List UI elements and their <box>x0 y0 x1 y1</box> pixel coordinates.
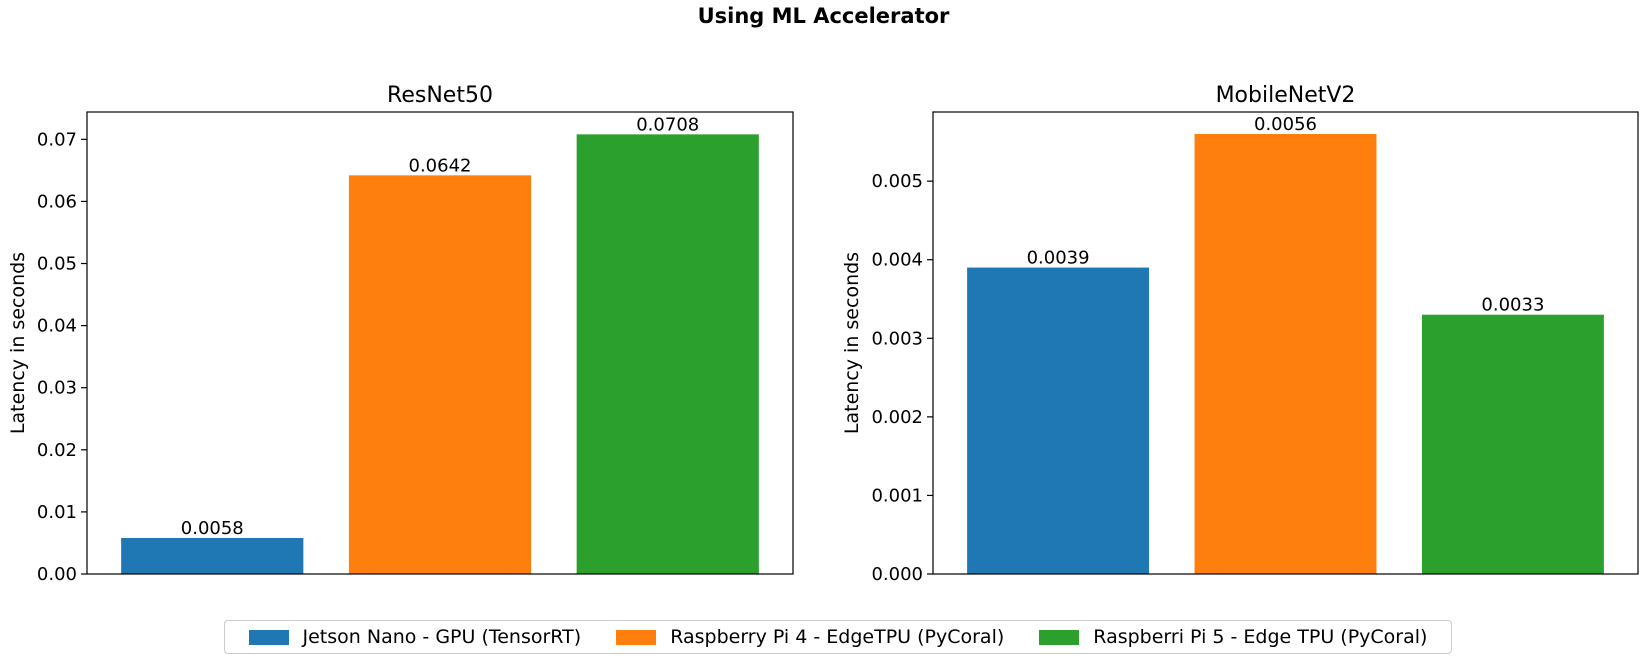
data-label-resnet50-jetson-nano: 0.0058 <box>181 518 244 539</box>
ytick-label-mobilenetv2: 0.005 <box>871 171 923 192</box>
ytick-label-resnet50: 0.06 <box>37 191 77 212</box>
ytick-label-resnet50: 0.04 <box>37 316 77 337</box>
legend-item-jetson-nano: Jetson Nano - GPU (TensorRT) <box>248 626 582 648</box>
bar-resnet50-raspberri-pi-5 <box>576 134 759 574</box>
subplot-title-mobilenetv2: MobileNetV2 <box>1216 83 1356 108</box>
ytick-label-resnet50: 0.07 <box>37 129 77 150</box>
y-axis-label-mobilenetv2: Latency in seconds <box>841 252 863 434</box>
axes-frame-mobilenetv2 <box>932 111 1639 575</box>
legend-label-raspberri-pi-5: Raspberri Pi 5 - Edge TPU (PyCoral) <box>1093 626 1428 648</box>
ytick-label-resnet50: 0.00 <box>37 564 77 585</box>
legend-item-raspberry-pi-4: Raspberry Pi 4 - EdgeTPU (PyCoral) <box>616 626 1004 648</box>
data-label-resnet50-raspberri-pi-5: 0.0708 <box>636 114 699 135</box>
bar-resnet50-raspberry-pi-4 <box>348 175 532 574</box>
legend-swatch-raspberri-pi-5 <box>1039 629 1080 645</box>
axes-frame-resnet50 <box>86 111 794 575</box>
y-axis-label-resnet50: Latency in seconds <box>7 252 29 434</box>
data-label-mobilenetv2-raspberry-pi-4: 0.0056 <box>1254 114 1317 135</box>
figure-title: Using ML Accelerator <box>697 4 950 28</box>
bar-resnet50-jetson-nano <box>121 537 304 574</box>
legend: Jetson Nano - GPU (TensorRT) Raspberry P… <box>224 620 1452 654</box>
bar-mobilenetv2-jetson-nano <box>967 267 1150 574</box>
data-label-resnet50-raspberry-pi-4: 0.0642 <box>409 155 472 176</box>
legend-item-raspberri-pi-5: Raspberri Pi 5 - Edge TPU (PyCoral) <box>1039 626 1427 648</box>
ytick-label-mobilenetv2: 0.000 <box>871 564 923 585</box>
ytick-label-resnet50: 0.01 <box>37 502 77 523</box>
ytick-label-resnet50: 0.05 <box>37 254 77 275</box>
ytick-label-mobilenetv2: 0.001 <box>871 485 923 506</box>
legend-label-jetson-nano: Jetson Nano - GPU (TensorRT) <box>302 626 582 648</box>
ytick-label-mobilenetv2: 0.004 <box>871 250 923 271</box>
data-label-mobilenetv2-jetson-nano: 0.0039 <box>1027 248 1090 269</box>
ytick-label-mobilenetv2: 0.002 <box>871 407 923 428</box>
subplot-resnet50: 0.0058 0.0642 0.0708 0.00 0.01 0.02 0.03 0.04 0.… <box>7 83 794 585</box>
legend-swatch-raspberry-pi-4 <box>616 629 657 645</box>
bar-mobilenetv2-raspberri-pi-5 <box>1421 314 1604 574</box>
data-label-mobilenetv2-raspberri-pi-5: 0.0033 <box>1481 295 1544 316</box>
ytick-label-resnet50: 0.02 <box>37 440 77 461</box>
subplot-title-resnet50: ResNet50 <box>387 83 493 108</box>
bar-mobilenetv2-raspberry-pi-4 <box>1194 134 1377 574</box>
ytick-label-resnet50: 0.03 <box>37 378 77 399</box>
subplot-mobilenetv2: 0.0039 0.0056 0.0033 0.000 0.001 0.002 0.003 0.… <box>841 83 1639 585</box>
legend-label-raspberry-pi-4: Raspberry Pi 4 - EdgeTPU (PyCoral) <box>670 626 1005 648</box>
legend-swatch-jetson-nano <box>248 629 289 645</box>
ytick-label-mobilenetv2: 0.003 <box>871 328 923 349</box>
